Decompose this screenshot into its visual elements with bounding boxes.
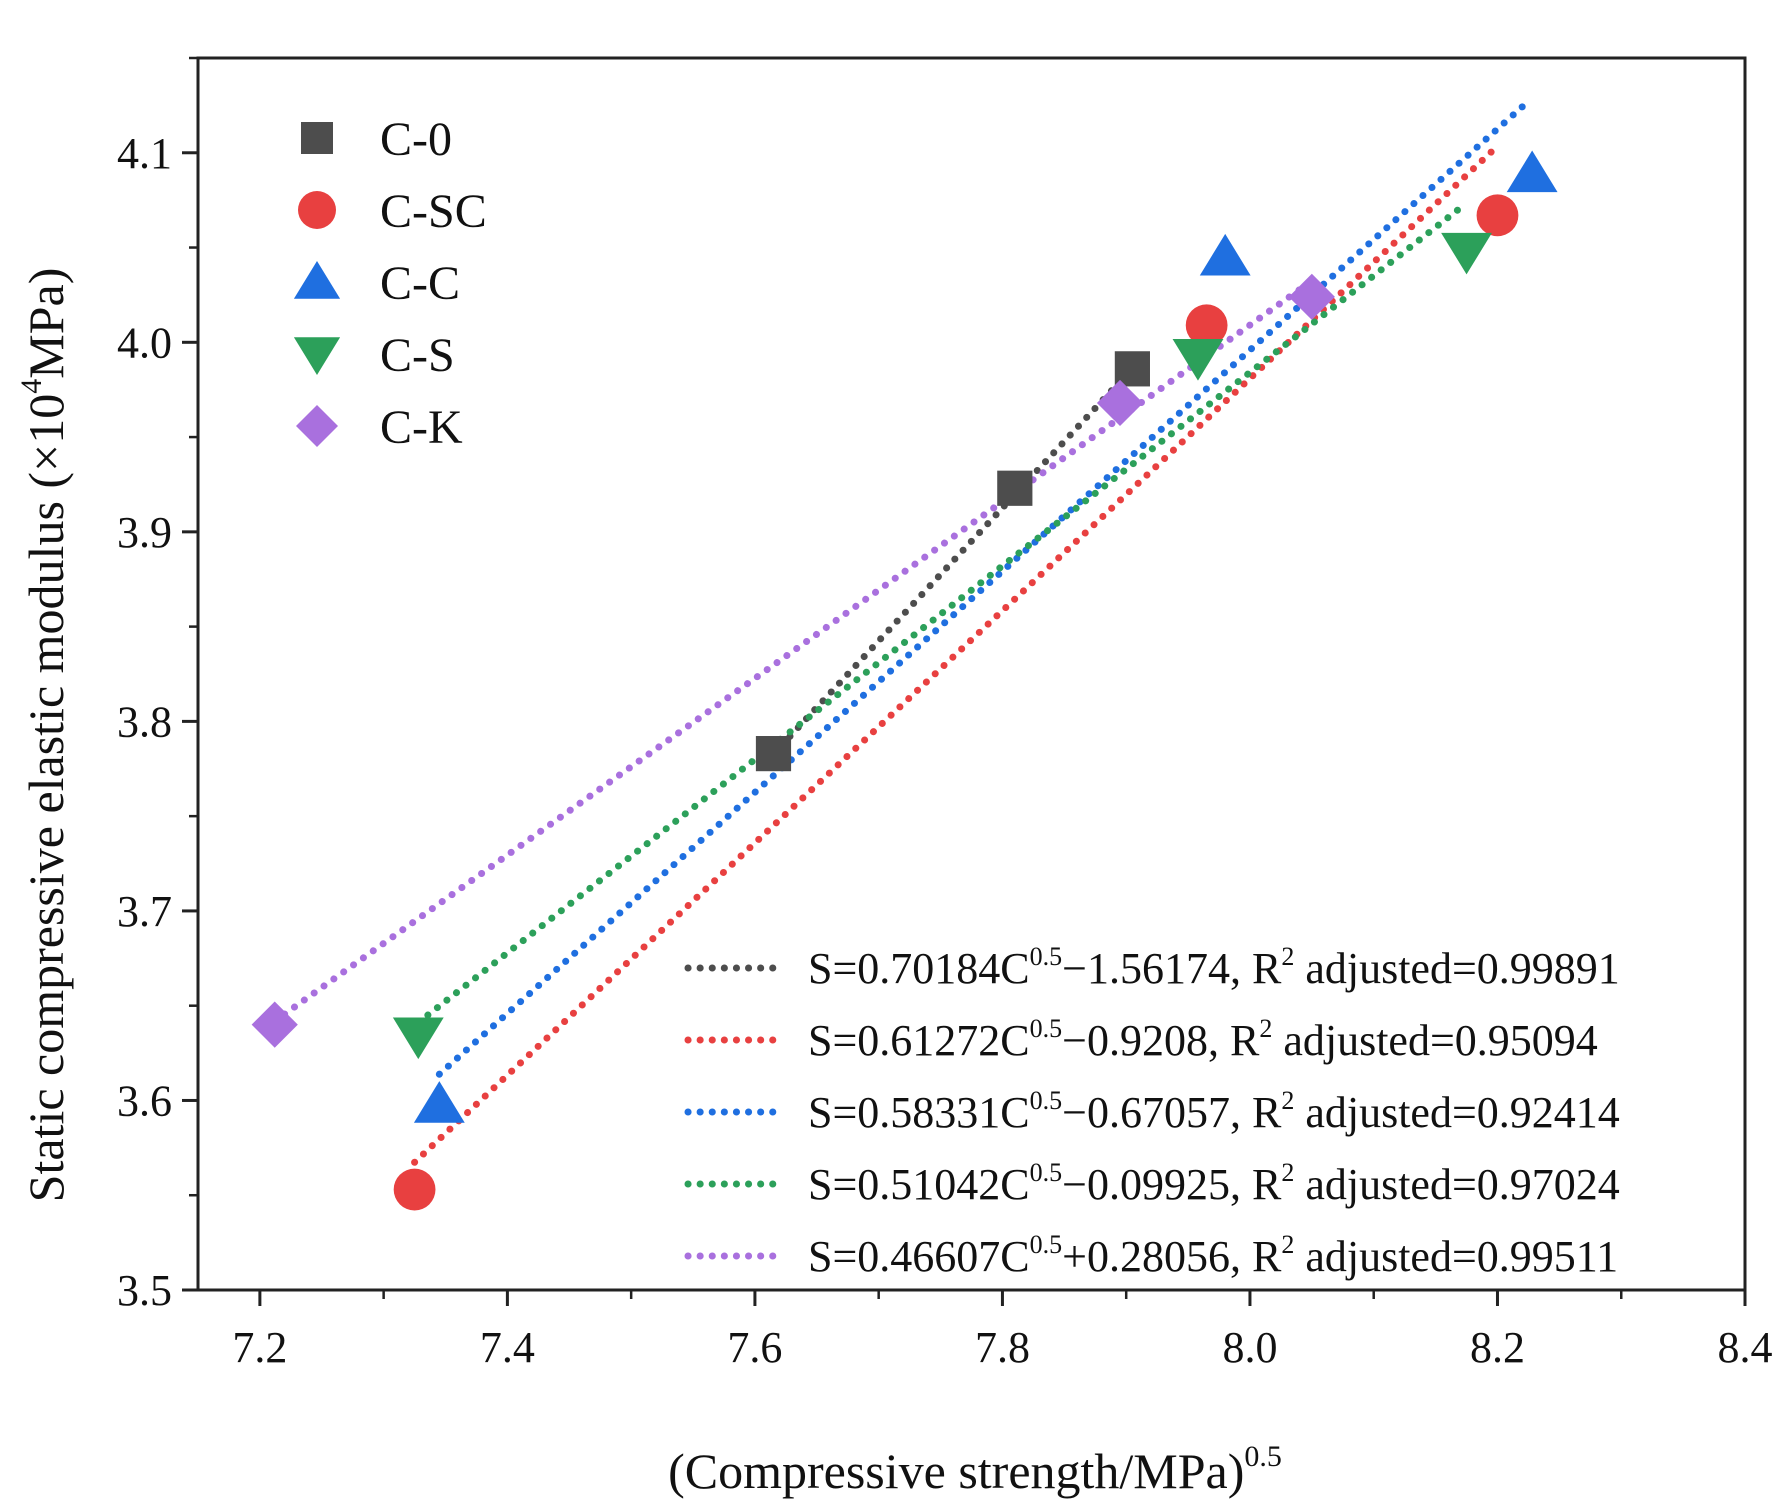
fit-legend-part: S=0.46607C [808, 1232, 1030, 1281]
legend-label: C-S [380, 329, 455, 382]
legend-marker-c-s [293, 337, 341, 375]
fit-legend-equation: S=0.51042C0.5−0.09925, R2 adjusted=0.970… [808, 1158, 1620, 1209]
y-tick-label: 3.9 [117, 508, 172, 557]
x-tick-label: 7.8 [975, 1323, 1030, 1372]
data-point-c-sc [393, 1168, 436, 1211]
fit-legend-part: S=0.51042C [808, 1160, 1030, 1209]
data-point-c-s [1172, 338, 1224, 381]
legend-marker-c-c [293, 261, 341, 299]
data-point-c-c [1199, 233, 1251, 276]
legend-label: C-C [380, 257, 460, 310]
x-tick-label: 7.6 [727, 1323, 782, 1372]
fit-legend-part: 2 [1281, 942, 1294, 971]
fit-legend-part: adjusted=0.99511 [1294, 1232, 1618, 1281]
fit-legend-equation: S=0.70184C0.5−1.56174, R2 adjusted=0.998… [808, 942, 1620, 993]
y-axis-label-tail: MPa) [18, 268, 74, 379]
fit-legend-part: 0.5 [1030, 1014, 1063, 1043]
data-point-c-s [1441, 232, 1492, 275]
fit-line-c-c [435, 103, 1526, 1078]
fit-legend-part: 2 [1281, 1230, 1294, 1259]
data-point-c-sc [1185, 304, 1228, 347]
fit-legend-part: −0.09925, R [1062, 1160, 1282, 1209]
y-tick-label: 3.7 [117, 887, 172, 936]
x-tick-label: 7.2 [232, 1323, 287, 1372]
legend-label: C-SC [380, 185, 487, 238]
fit-legend-part: adjusted=0.97024 [1294, 1160, 1619, 1209]
data-point-c-0 [997, 470, 1033, 506]
y-axis-label-text: Static compressive elastic modulus (×10 [18, 394, 74, 1203]
data-point-c-sc [1476, 194, 1519, 237]
data-point-c-c [413, 1081, 465, 1123]
fit-legend-part: S=0.58331C [808, 1088, 1030, 1137]
plot-area: 7.2 7.4 7.6 7.8 8.0 8.2 8.4 3.5 3.6 3.7 3.8 3.9 4.0 4… [117, 56, 1773, 1372]
legend-label: C-K [380, 401, 463, 454]
fit-legend-part: −1.56174, R [1062, 944, 1282, 993]
fit-legend-part: S=0.70184C [808, 944, 1030, 993]
fit-legend-part: 0.5 [1030, 1086, 1063, 1115]
fit-legend-part: 2 [1281, 1158, 1294, 1187]
legend-marker-c-k [296, 405, 338, 447]
fit-legend-part: 0.5 [1030, 1230, 1063, 1259]
fit-legend-part: 0.5 [1030, 942, 1063, 971]
fit-legend: S=0.70184C0.5−1.56174, R2 adjusted=0.998… [684, 942, 1620, 1281]
legend-marker-c-0 [301, 122, 333, 154]
legend-marker-c-sc [298, 191, 336, 229]
fit-legend-equation: S=0.46607C0.5+0.28056, R2 adjusted=0.995… [808, 1230, 1618, 1281]
fit-legend-part: S=0.61272C [808, 1016, 1030, 1065]
data-point-c-k [251, 1001, 298, 1048]
x-axis-label-text: (Compressive strength/MPa) [668, 1443, 1244, 1499]
y-tick-label: 4.1 [117, 129, 172, 178]
fit-legend-part: adjusted=0.95094 [1272, 1016, 1597, 1065]
fit-legend-part: +0.28056, R [1062, 1232, 1282, 1281]
x-axis-label: (Compressive strength/MPa)0.5 [668, 1440, 1282, 1499]
x-tick-label: 7.4 [480, 1323, 535, 1372]
fit-line-c-k [271, 277, 1316, 1025]
fit-legend-part: 0.5 [1030, 1158, 1063, 1187]
y-tick-label: 3.6 [117, 1076, 172, 1125]
y-tick-label: 4.0 [117, 318, 172, 367]
fit-line-c-s [414, 199, 1471, 1027]
y-axis-label-sup: 4 [15, 379, 48, 394]
data-point-c-c [1506, 150, 1558, 193]
fit-legend-equation: S=0.58331C0.5−0.67057, R2 adjusted=0.924… [808, 1086, 1620, 1137]
fit-lines [271, 103, 1526, 1166]
x-tick-label: 8.4 [1718, 1323, 1773, 1372]
y-tick-label: 3.8 [117, 697, 172, 746]
x-tick-label: 8.0 [1222, 1323, 1277, 1372]
marker-legend: C-0 C-SC C-C C-S C-K [293, 113, 487, 454]
fit-legend-part: adjusted=0.92414 [1294, 1088, 1619, 1137]
fit-legend-part: −0.9208, R [1062, 1016, 1260, 1065]
x-tick-label: 8.2 [1470, 1323, 1525, 1372]
y-tick-label: 3.5 [117, 1266, 172, 1315]
data-points [251, 150, 1558, 1211]
fit-line-c-sc [411, 142, 1501, 1166]
fit-legend-part: 2 [1281, 1086, 1294, 1115]
fit-legend-part: 2 [1259, 1014, 1272, 1043]
fit-legend-part: adjusted=0.99891 [1294, 944, 1619, 993]
data-point-c-k [1288, 273, 1335, 320]
y-axis-label: Static compressive elastic modulus (×104… [15, 268, 74, 1203]
legend-label: C-0 [380, 113, 452, 166]
data-point-c-0 [755, 736, 792, 772]
x-axis-label-sup: 0.5 [1244, 1440, 1282, 1473]
fit-legend-part: −0.67057, R [1062, 1088, 1282, 1137]
fit-legend-equation: S=0.61272C0.5−0.9208, R2 adjusted=0.9509… [808, 1014, 1598, 1065]
data-point-c-k [1096, 379, 1144, 427]
fit-line-c-0 [769, 358, 1143, 758]
data-point-c-s [392, 1017, 444, 1060]
plot-frame [196, 56, 1747, 1292]
